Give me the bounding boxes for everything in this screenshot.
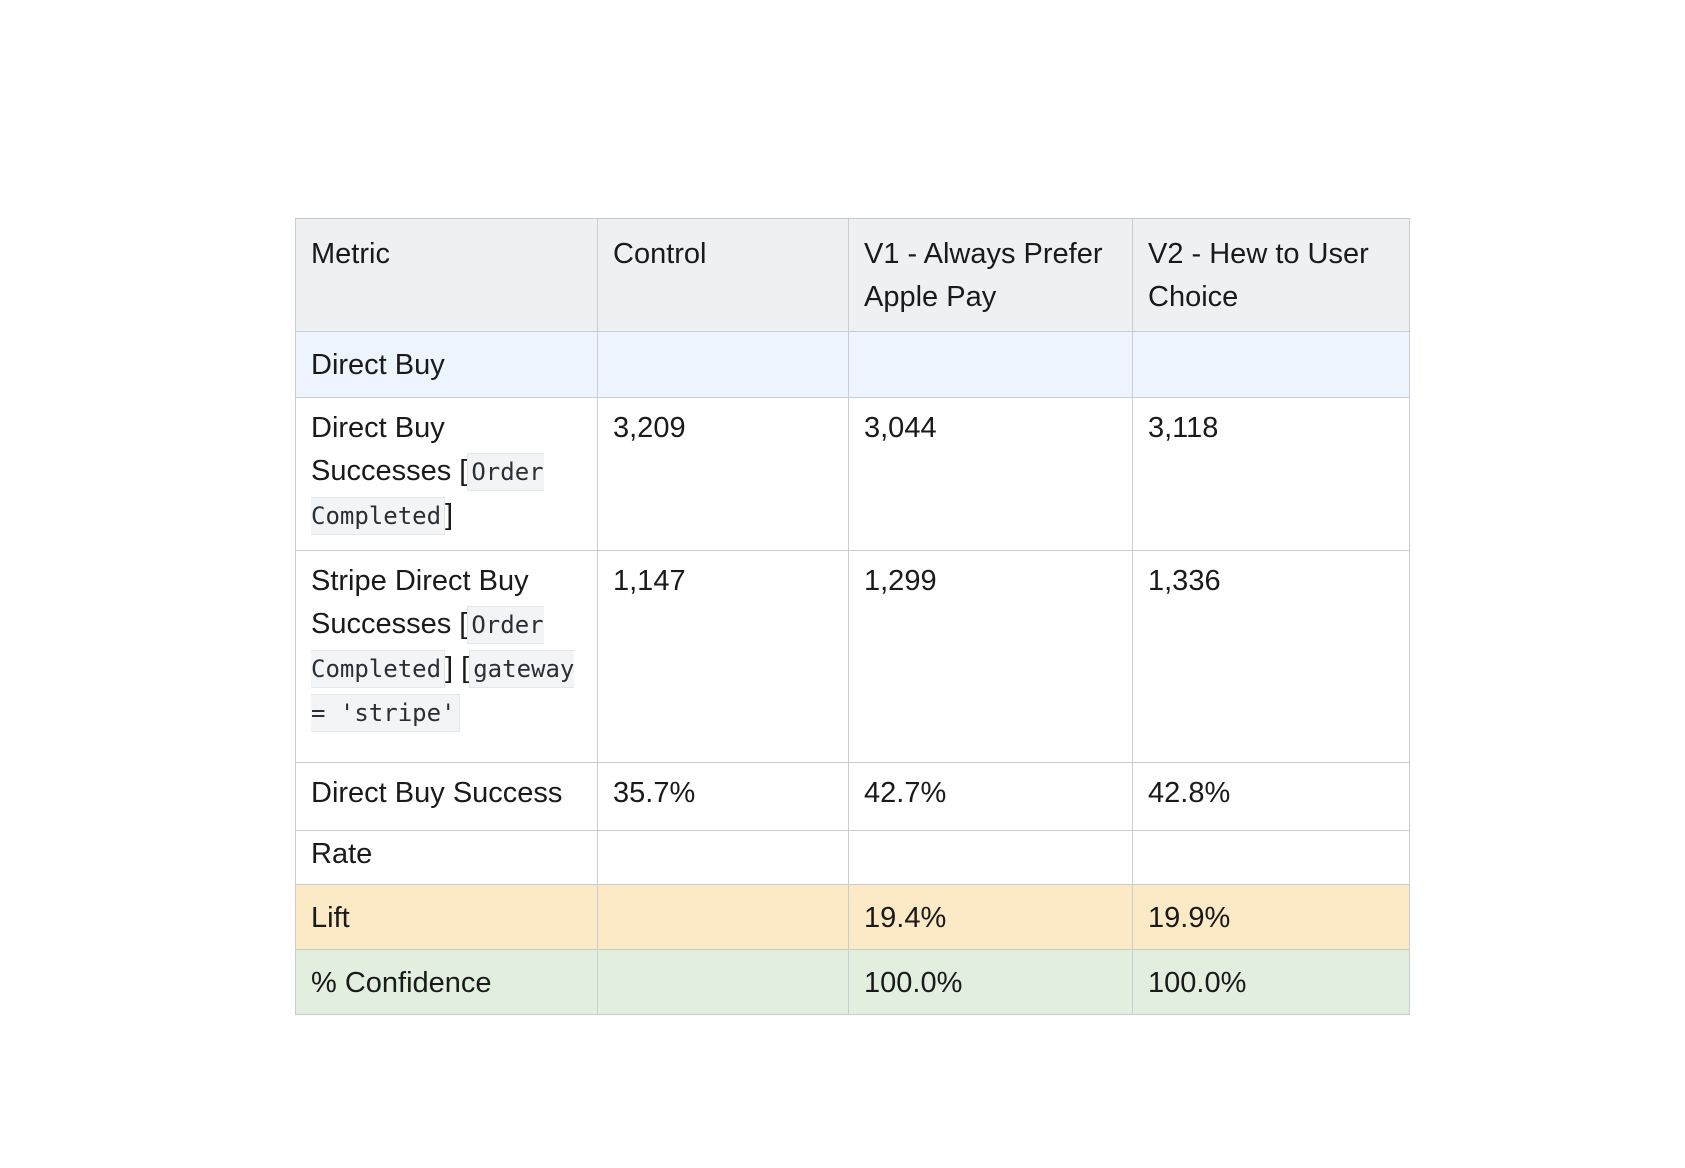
table-row-direct-buy-successes: Direct Buy Successes [Order Completed] 3… xyxy=(295,397,1410,551)
value-v1: 1,299 xyxy=(848,550,1133,763)
table-row-stripe-successes: Stripe Direct Buy Successes [Order Compl… xyxy=(295,550,1410,763)
header-metric: Metric xyxy=(295,218,598,332)
empty-cell xyxy=(597,830,849,885)
table-row-success-rate: Direct Buy Success 35.7% 42.7% 42.8% xyxy=(295,762,1410,831)
value-v1: 3,044 xyxy=(848,397,1133,551)
value-control xyxy=(597,949,849,1015)
value-control: 1,147 xyxy=(597,550,849,763)
metric-label-lift: Lift xyxy=(295,884,598,950)
metric-label-confidence: % Confidence xyxy=(295,949,598,1015)
metric-label-close: ] xyxy=(445,499,454,531)
section-cell-v2 xyxy=(1132,331,1410,398)
table-row-confidence: % Confidence 100.0% 100.0% xyxy=(295,949,1410,1015)
value-v2: 100.0% xyxy=(1132,949,1410,1015)
metrics-table: Metric Control V1 - Always Prefer Apple … xyxy=(295,218,1410,1015)
metric-label-text: Stripe Direct Buy Successes [ xyxy=(311,565,529,640)
section-row-direct-buy: Direct Buy xyxy=(295,331,1410,398)
metric-label-stripe-successes: Stripe Direct Buy Successes [Order Compl… xyxy=(295,550,598,763)
value-control xyxy=(597,884,849,950)
value-control: 35.7% xyxy=(597,762,849,831)
table-row-success-rate-continued: Rate xyxy=(295,830,1410,885)
header-control: Control xyxy=(597,218,849,332)
value-v2: 1,336 xyxy=(1132,550,1410,763)
header-v1: V1 - Always Prefer Apple Pay xyxy=(848,218,1133,332)
section-cell-control xyxy=(597,331,849,398)
value-v1: 42.7% xyxy=(848,762,1133,831)
empty-cell xyxy=(1132,830,1410,885)
section-label: Direct Buy xyxy=(295,331,598,398)
empty-cell xyxy=(848,830,1133,885)
value-control: 3,209 xyxy=(597,397,849,551)
section-cell-v1 xyxy=(848,331,1133,398)
table-row-lift: Lift 19.4% 19.9% xyxy=(295,884,1410,950)
metric-label-success-rate: Direct Buy Success xyxy=(295,762,598,831)
metric-label-direct-buy-successes: Direct Buy Successes [Order Completed] xyxy=(295,397,598,551)
metric-label-mid: ] [ xyxy=(445,652,470,684)
metric-label-text: Direct Buy Successes [ xyxy=(311,412,468,487)
value-v2: 42.8% xyxy=(1132,762,1410,831)
table-header-row: Metric Control V1 - Always Prefer Apple … xyxy=(295,218,1410,332)
header-v2: V2 - Hew to User Choice xyxy=(1132,218,1410,332)
value-v2: 19.9% xyxy=(1132,884,1410,950)
value-v1: 19.4% xyxy=(848,884,1133,950)
metric-label-success-rate-line2: Rate xyxy=(295,830,598,885)
value-v1: 100.0% xyxy=(848,949,1133,1015)
value-v2: 3,118 xyxy=(1132,397,1410,551)
